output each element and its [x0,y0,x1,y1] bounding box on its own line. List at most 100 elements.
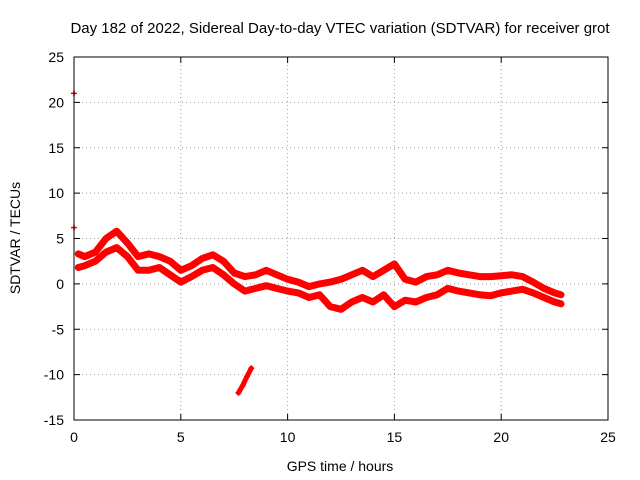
series-sdtvar-lower [74,244,565,313]
y-axis-label: SDTVAR / TECUs [7,182,23,294]
data-point [551,289,558,296]
data-point [75,264,82,271]
data-point [156,264,163,271]
series-sdtvar [74,227,565,299]
x-axis-label: GPS time / hours [287,458,394,474]
data-point [540,285,547,292]
data-point [124,240,131,247]
data-point [199,255,206,262]
data-point [476,291,483,298]
data-point [455,269,462,276]
data-point [551,299,558,306]
data-point [177,267,184,274]
data-point [402,276,409,283]
y-tick-label: -5 [52,321,65,337]
y-tick-label: 25 [48,49,64,65]
data-point [177,279,184,286]
data-point [305,283,312,290]
data-point [380,267,387,274]
data-point [423,294,430,301]
data-point [455,288,462,295]
data-point [167,258,174,265]
data-point [188,262,195,269]
data-point [370,299,377,306]
data-point [476,273,483,280]
y-tick-label: -10 [44,367,64,383]
data-point [498,289,505,296]
axis-ticks: 0 5 10 15 20 25 -15 -10 -5 0 5 10 15 20 25 [44,49,616,445]
data-point [519,286,526,293]
data-point [434,271,441,278]
grid [74,57,608,420]
data-point [508,288,515,295]
data-point [370,273,377,280]
chart-title: Day 182 of 2022, Sidereal Day-to-day VTE… [70,20,610,37]
data-point [466,271,473,278]
data-point [81,253,88,260]
data-point [135,253,142,260]
data-point [305,294,312,301]
x-tick-label: 10 [280,429,296,445]
data-point [380,291,387,298]
data-point [359,267,366,274]
data-series [71,90,565,396]
data-point [145,250,152,257]
data-point [558,291,565,298]
x-tick-label: 25 [600,429,616,445]
data-point [103,249,110,256]
data-point [423,273,430,280]
data-point [167,271,174,278]
data-point [487,273,494,280]
data-point [231,280,238,287]
y-tick-label: 20 [48,94,64,110]
data-point [412,299,419,306]
data-point [81,262,88,269]
data-point [284,288,291,295]
y-tick-label: 5 [56,231,64,247]
data-point [558,300,565,307]
data-point [156,253,163,260]
data-point [113,244,120,251]
data-point [348,299,355,306]
data-point [530,289,537,296]
y-tick-label: 15 [48,140,64,156]
data-point [434,291,441,298]
series-band [236,365,254,396]
data-point [327,303,334,310]
data-point [348,271,355,278]
data-point [316,291,323,298]
data-point [540,294,547,301]
series-sdtvar-isolated [235,365,255,396]
data-point [124,253,131,260]
data-point [252,271,259,278]
data-point [391,303,398,310]
data-point [263,282,270,289]
data-point [316,280,323,287]
data-point [412,279,419,286]
data-point [220,258,227,265]
data-point [327,279,334,286]
x-tick-label: 5 [177,429,185,445]
data-point [466,289,473,296]
x-tick-label: 15 [387,429,403,445]
data-point [231,269,238,276]
data-point [273,285,280,292]
y-tick-label: -15 [44,412,64,428]
data-point [498,272,505,279]
data-point [402,297,409,304]
data-point [75,250,82,257]
data-point [241,288,248,295]
data-point [220,271,227,278]
y-tick-label: 10 [48,185,64,201]
data-point [295,289,302,296]
x-tick-label: 0 [70,429,78,445]
data-point [135,267,142,274]
data-point [92,249,99,256]
data-point [519,273,526,280]
data-point [244,373,251,380]
data-point [359,294,366,301]
data-point [145,267,152,274]
data-point [188,273,195,280]
data-point [391,260,398,267]
data-point [103,235,110,242]
